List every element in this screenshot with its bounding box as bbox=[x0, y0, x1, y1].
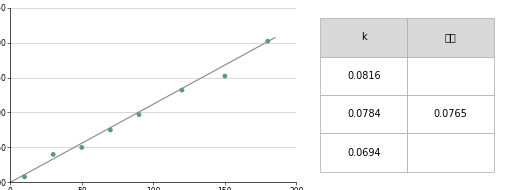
Point bbox=[178, 89, 186, 92]
Point bbox=[264, 40, 272, 43]
Point bbox=[106, 128, 114, 131]
Point bbox=[78, 146, 86, 149]
Point bbox=[135, 113, 143, 116]
Point bbox=[49, 153, 57, 156]
Point bbox=[221, 75, 229, 78]
Point bbox=[20, 175, 29, 178]
